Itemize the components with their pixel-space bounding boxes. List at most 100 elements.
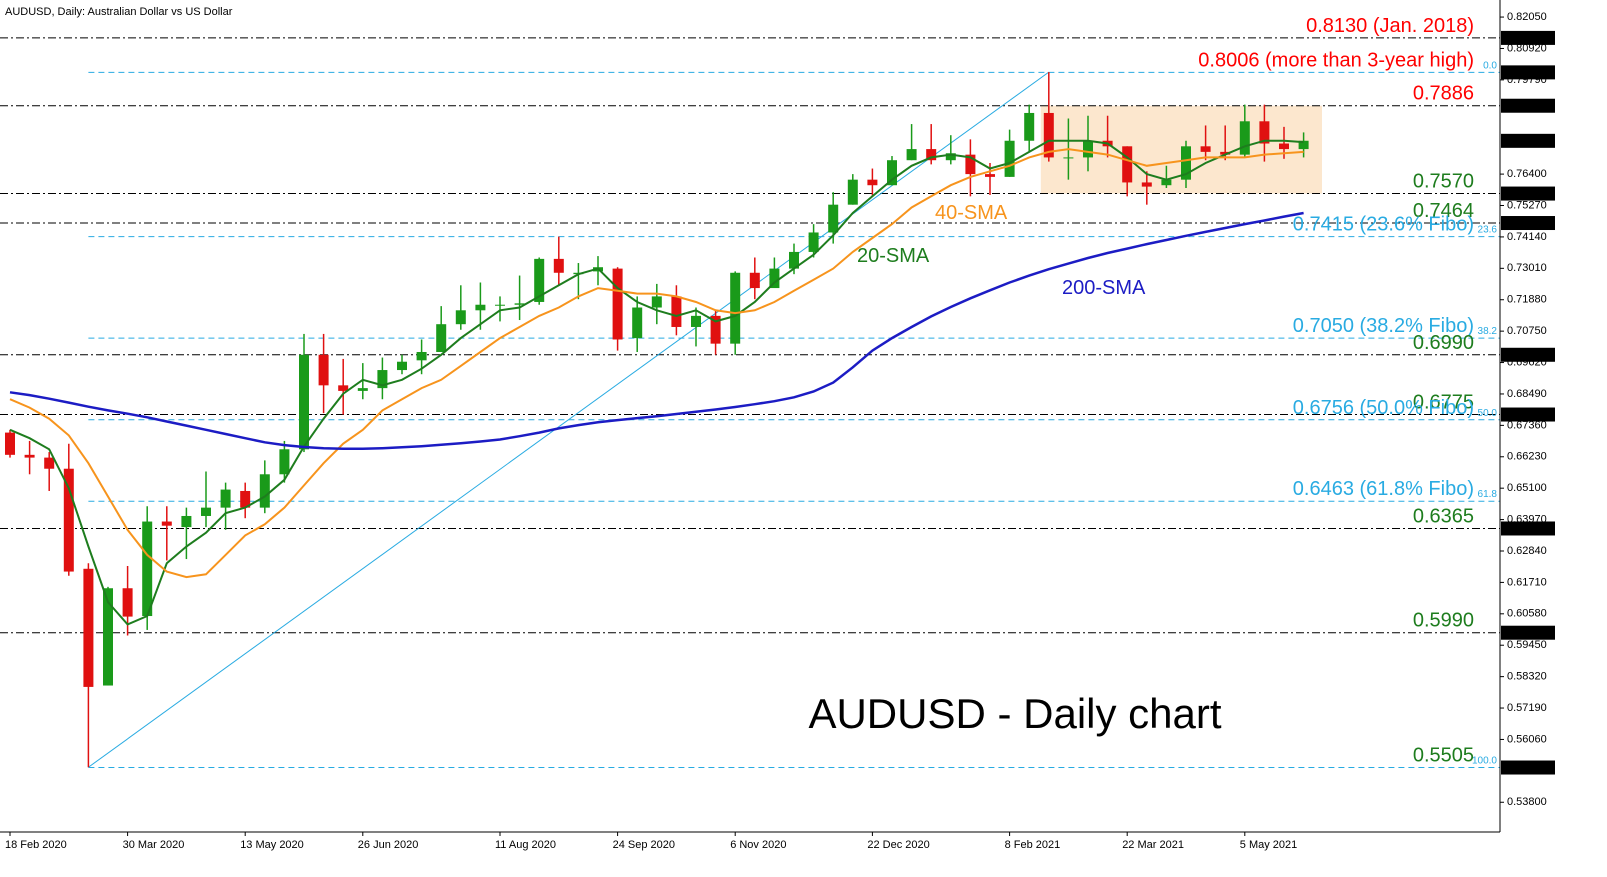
level-label: 0.6990 xyxy=(1413,332,1474,354)
fibo-ratio: 100.0 xyxy=(1472,756,1497,767)
price-tag-label: 0.77597 xyxy=(1504,135,1544,147)
level-label: 0.8130 (Jan. 2018) xyxy=(1306,15,1474,37)
level-label: 0.6756 (50.0% Fibo) xyxy=(1293,397,1474,419)
sma-line xyxy=(9,148,1304,579)
candle-body xyxy=(377,370,388,389)
candle-body xyxy=(1239,121,1250,155)
candle-body xyxy=(142,521,153,617)
x-tick-label: 6 Nov 2020 xyxy=(730,839,786,851)
price-tag xyxy=(1501,30,1555,45)
price-tag xyxy=(1501,625,1555,640)
y-tick-label: 0.82050 xyxy=(1507,11,1547,23)
y-tick-label: 0.53800 xyxy=(1507,796,1547,808)
price-tag-label: 0.74640 xyxy=(1504,217,1544,229)
candle-body xyxy=(926,149,937,161)
x-tick-label: 11 Aug 2020 xyxy=(495,839,556,851)
x-tick-label: 8 Feb 2021 xyxy=(1005,839,1061,851)
candle-body xyxy=(5,432,15,455)
candle-body xyxy=(965,154,976,175)
candle-body xyxy=(887,160,897,186)
level-label: 0.6775 xyxy=(1413,392,1474,414)
candle-body xyxy=(240,490,251,508)
candle-body xyxy=(1220,151,1231,155)
y-tick-label: 0.56060 xyxy=(1507,733,1547,745)
candle-body xyxy=(318,354,329,386)
x-tick-label: 26 Jun 2020 xyxy=(358,839,419,851)
candle-body xyxy=(1004,140,1015,177)
candle-body xyxy=(789,251,799,269)
y-tick-label: 0.80920 xyxy=(1507,42,1547,54)
candle-body xyxy=(338,385,349,391)
sma-label: 40-SMA xyxy=(935,202,1008,224)
price-tag xyxy=(1501,760,1555,775)
candle-body xyxy=(553,258,564,273)
price-tag-label: 0.67750 xyxy=(1504,408,1544,420)
candle-body xyxy=(828,204,839,233)
candle-body xyxy=(867,179,878,186)
price-tag-label: 0.63650 xyxy=(1504,522,1544,534)
candle-body xyxy=(259,474,270,508)
candle-body xyxy=(122,588,133,617)
x-tick-label: 24 Sep 2020 xyxy=(613,839,675,851)
sma-line xyxy=(9,139,1304,626)
level-label: 0.7415 (23.6% Fibo) xyxy=(1293,214,1474,236)
price-tag-label: 0.81300 xyxy=(1504,32,1544,44)
price-tag-label: 0.69900 xyxy=(1504,349,1544,361)
fibo-ratio: 61.8 xyxy=(1478,489,1498,500)
level-label: 0.6365 xyxy=(1413,505,1474,527)
level-label: 0.8006 (more than 3-year high) xyxy=(1198,49,1474,71)
y-tick-label: 0.68490 xyxy=(1507,388,1547,400)
price-tag xyxy=(1501,133,1555,148)
x-tick-label: 22 Mar 2021 xyxy=(1122,839,1184,851)
price-tag xyxy=(1501,521,1555,536)
candle-body xyxy=(1043,112,1054,158)
plot: 0.8130 (Jan. 2018) 0.0 0.8006 (more than 3… xyxy=(0,15,1500,769)
fibo-ratio: 0.0 xyxy=(1483,60,1497,71)
fibo-ratio: 38.2 xyxy=(1478,326,1498,337)
y-tick-label: 0.61710 xyxy=(1507,576,1547,588)
candle-body xyxy=(201,507,211,516)
candle-body xyxy=(612,268,623,340)
sma-label: 200-SMA xyxy=(1062,277,1146,299)
price-tag xyxy=(1501,98,1555,113)
candle-body xyxy=(730,272,741,344)
candle-body xyxy=(357,388,368,391)
price-tag-label: 0.59900 xyxy=(1504,627,1544,639)
y-tick-label: 0.62840 xyxy=(1507,545,1547,557)
candle-body xyxy=(83,568,94,687)
sma-label: 20-SMA xyxy=(857,245,930,267)
candle-body xyxy=(749,272,760,289)
fibo-ratio: 50.0 xyxy=(1478,408,1498,419)
candle-body xyxy=(475,304,486,311)
level-label: 0.5505 xyxy=(1413,745,1474,767)
candle-body xyxy=(24,454,35,458)
candle-body xyxy=(1279,143,1289,150)
candle-body xyxy=(44,457,55,469)
candle-body xyxy=(671,296,682,327)
price-tag xyxy=(1501,347,1555,362)
candle-body xyxy=(416,351,427,361)
x-tick-label: 18 Feb 2020 xyxy=(5,839,67,851)
level-label: 0.6463 (61.8% Fibo) xyxy=(1293,478,1474,500)
price-tag-label: 0.78860 xyxy=(1504,100,1544,112)
level-label: 0.7886 xyxy=(1413,83,1474,105)
candle-body xyxy=(455,310,466,325)
y-tick-label: 0.67360 xyxy=(1507,419,1547,431)
level-label: 0.7570 xyxy=(1413,171,1474,193)
level-label: 0.7464 xyxy=(1413,200,1474,222)
candle-body xyxy=(985,174,995,177)
candle-body xyxy=(63,468,74,572)
candle-body xyxy=(710,315,721,344)
y-tick-label: 0.73010 xyxy=(1507,262,1547,274)
level-label: 0.5990 xyxy=(1413,610,1474,632)
candle-body xyxy=(1161,179,1172,186)
price-tag xyxy=(1501,186,1555,201)
y-tick-label: 0.66230 xyxy=(1507,451,1547,463)
chart-header: AUDUSD, Daily: Australian Dollar vs US D… xyxy=(5,6,233,18)
y-tick-label: 0.65100 xyxy=(1507,482,1547,494)
candle-body xyxy=(397,361,407,371)
x-tick-label: 5 May 2021 xyxy=(1240,839,1297,851)
candle-body xyxy=(1259,121,1270,144)
fibo-ratio: 23.6 xyxy=(1478,225,1498,236)
